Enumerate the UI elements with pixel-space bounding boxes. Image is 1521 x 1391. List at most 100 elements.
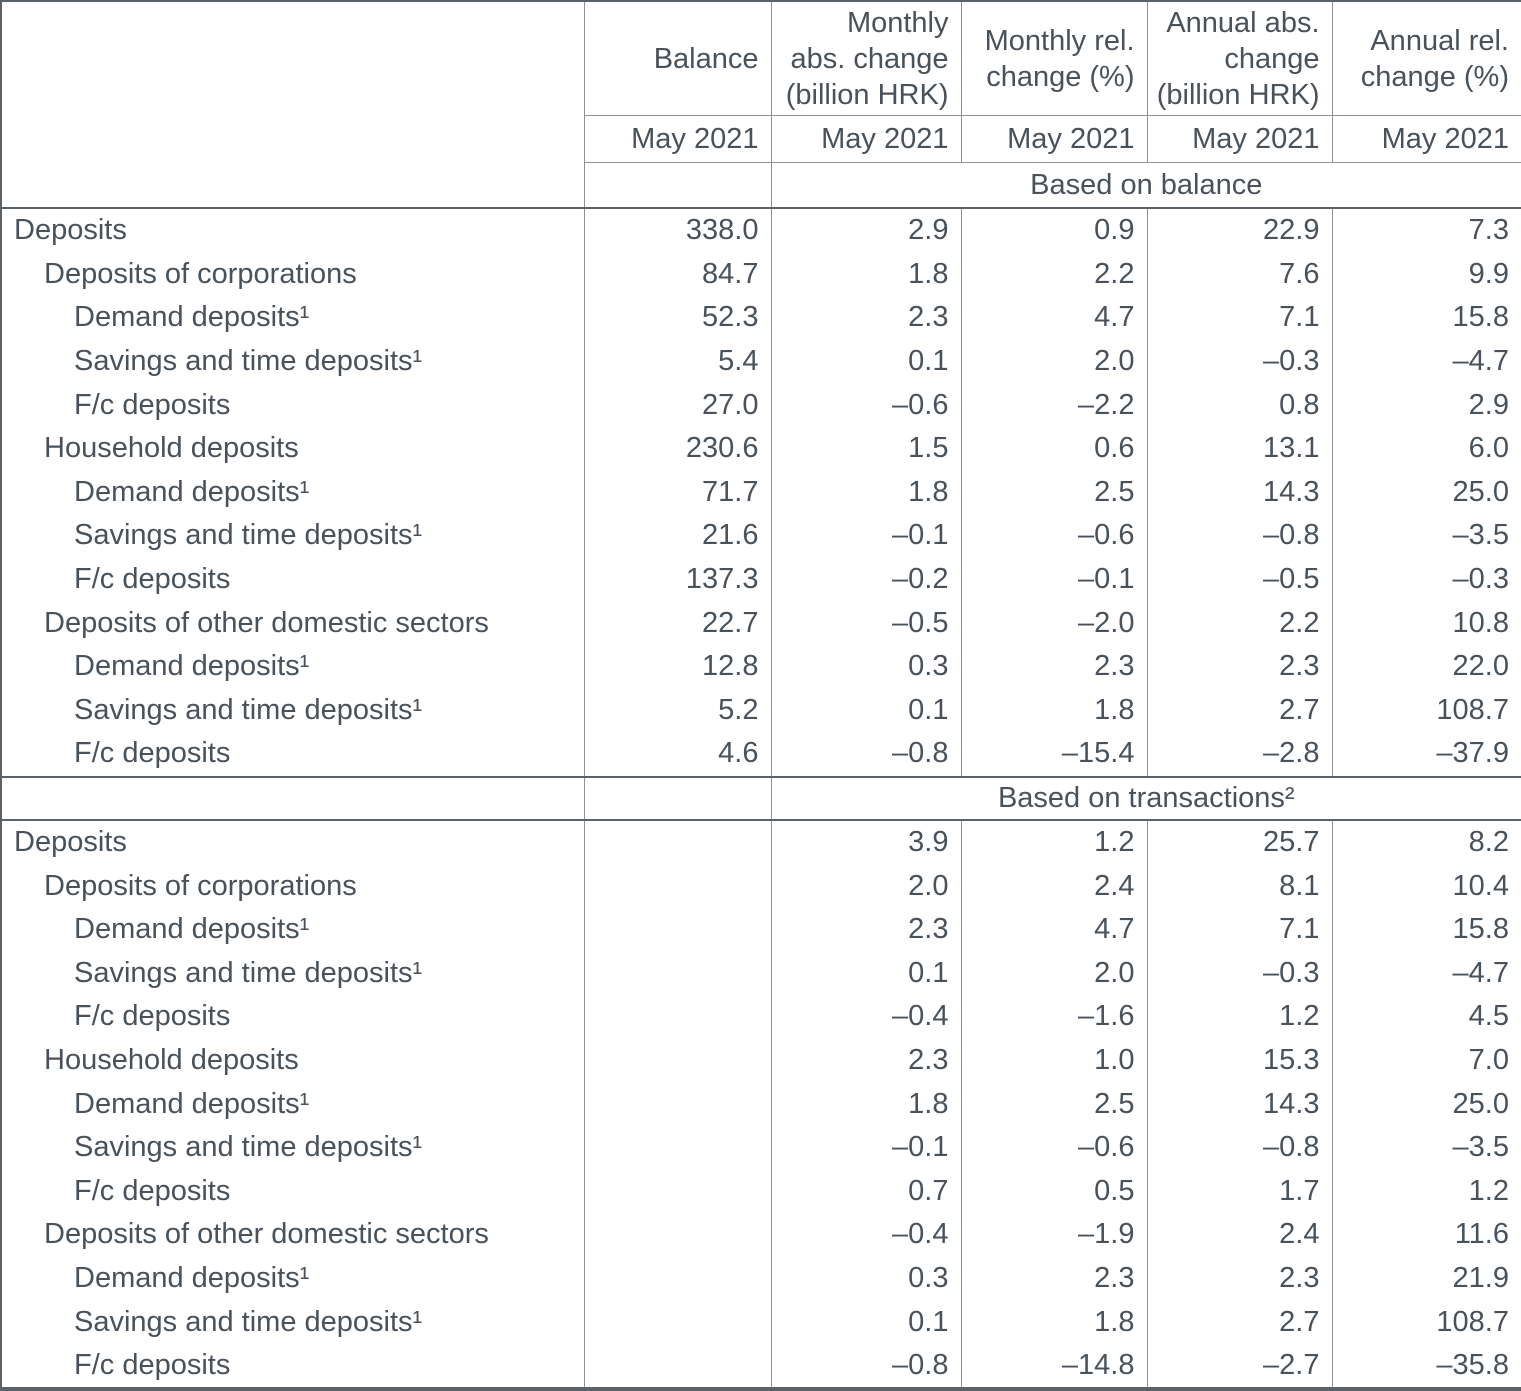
- cell-value: [583, 1300, 771, 1344]
- row-label: Savings and time deposits¹: [74, 345, 423, 378]
- cell-value: 0.1: [770, 1300, 961, 1344]
- row-label: Demand deposits¹: [74, 1087, 310, 1120]
- table-row: Savings and time deposits¹ 0.1 2.0 –0.3 –4.7: [1, 951, 1521, 996]
- row-label: Savings and time deposits¹: [74, 519, 423, 552]
- cell-value: 11.6: [1331, 1213, 1521, 1257]
- cell-value: 5.4: [583, 339, 771, 384]
- cell-value: 0.3: [770, 1256, 961, 1301]
- cell-value: 25.7: [1146, 819, 1332, 865]
- table-row: Demand deposits¹ 71.7 1.8 2.5 14.3 25.0: [1, 470, 1521, 515]
- table-row: Household deposits 230.6 1.5 0.6 13.1 6.0: [1, 426, 1521, 471]
- cell-value: –37.9: [1331, 732, 1521, 777]
- header-line: Balance: [653, 42, 759, 75]
- header-line: change: [1224, 42, 1320, 75]
- header-line: (billion HRK): [1156, 78, 1320, 111]
- cell-value: 27.0: [583, 383, 771, 427]
- cell-value: –1.9: [960, 1213, 1147, 1257]
- cell-value: 2.3: [770, 907, 961, 952]
- cell-value: [583, 1082, 771, 1126]
- cell-value: 1.8: [960, 688, 1147, 733]
- cell-value: 22.7: [583, 601, 771, 645]
- section-band-label: Based on transactions²: [770, 775, 1521, 821]
- cell-value: 1.8: [770, 470, 961, 515]
- cell-value: –0.6: [960, 1125, 1147, 1170]
- cell-value: –14.8: [960, 1343, 1147, 1390]
- cell-value: 2.2: [960, 252, 1147, 297]
- cell-value: –2.8: [1146, 732, 1332, 777]
- header-line: Annual rel.: [1370, 24, 1509, 57]
- cell-value: –0.4: [770, 995, 961, 1039]
- row-label: Savings and time deposits¹: [74, 1131, 423, 1164]
- table-row: Demand deposits¹ 2.3 4.7 7.1 15.8: [1, 907, 1521, 952]
- cell-value: 84.7: [583, 252, 771, 297]
- cell-value: –35.8: [1331, 1343, 1521, 1390]
- row-label: Savings and time deposits¹: [74, 1305, 423, 1338]
- cell-value: 1.8: [770, 1082, 961, 1126]
- column-header-balance: Balance: [583, 1, 771, 116]
- row-label: F/c deposits: [74, 1174, 231, 1207]
- cell-value: 2.3: [960, 1256, 1147, 1301]
- period-cell: May 2021: [583, 115, 771, 163]
- cell-value: 0.1: [770, 339, 961, 384]
- cell-value: 2.9: [770, 208, 961, 253]
- cell-value: 4.7: [960, 907, 1147, 952]
- table-row: F/c deposits 4.6 –0.8 –15.4 –2.8 –37.9: [1, 732, 1521, 777]
- row-label: Deposits of other domestic sectors: [44, 1218, 489, 1251]
- cell-value: 0.9: [960, 208, 1147, 253]
- cell-value: 2.3: [1146, 644, 1332, 689]
- table-row: Savings and time deposits¹ 5.4 0.1 2.0 –0.3–…: [1, 339, 1521, 384]
- cell-value: 2.7: [1146, 688, 1332, 733]
- row-label: Deposits of corporations: [44, 869, 357, 902]
- cell-value: 1.0: [960, 1038, 1147, 1083]
- cell-value: –3.5: [1331, 1125, 1521, 1170]
- cell-value: 0.6: [960, 426, 1147, 471]
- cell-value: 0.3: [770, 644, 961, 689]
- cell-value: –0.8: [1146, 1125, 1332, 1170]
- cell-value: 2.2: [1146, 601, 1332, 645]
- cell-value: [583, 1256, 771, 1301]
- table-row: Deposits of corporations 84.7 1.8 2.2 7.6 9.9: [1, 252, 1521, 297]
- cell-value: –0.8: [1146, 514, 1332, 558]
- table-row: Savings and time deposits¹ 0.1 1.8 2.7 108.7: [1, 1300, 1521, 1344]
- cell-value: 25.0: [1331, 1082, 1521, 1126]
- cell-value: 4.6: [583, 732, 771, 777]
- cell-value: –0.3: [1146, 951, 1332, 996]
- cell-value: 2.9: [1331, 383, 1521, 427]
- cell-value: –4.7: [1331, 339, 1521, 384]
- header-line: Annual abs.: [1166, 6, 1320, 39]
- column-header-monthly-abs-change: Monthly abs. change (billion HRK): [770, 1, 961, 116]
- row-label: Demand deposits¹: [74, 913, 310, 946]
- cell-value: [583, 1125, 771, 1170]
- cell-value: –0.5: [770, 601, 961, 645]
- header-line: abs. change: [790, 42, 949, 75]
- header-row-period: May 2021 May 2021 May 2021 May 2021 May …: [1, 115, 1521, 163]
- row-label: Deposits: [14, 826, 127, 859]
- cell-value: –0.6: [770, 383, 961, 427]
- cell-value: –15.4: [960, 732, 1147, 777]
- cell-value: –0.8: [770, 732, 961, 777]
- band-spacer-cell: [1, 775, 584, 821]
- cell-value: –0.5: [1146, 557, 1332, 602]
- cell-value: 13.1: [1146, 426, 1332, 471]
- table-row: F/c deposits –0.4 –1.6 1.2 4.5: [1, 995, 1521, 1039]
- table-row: F/c deposits 137.3 –0.2 –0.1 –0.5 –0.3: [1, 557, 1521, 602]
- cell-value: 1.2: [1331, 1169, 1521, 1214]
- cell-value: 2.3: [770, 296, 961, 340]
- cell-value: 7.1: [1146, 296, 1332, 340]
- cell-value: 8.1: [1146, 864, 1332, 908]
- cell-value: 0.1: [770, 951, 961, 996]
- table-row: Savings and time deposits¹ –0.1 –0.6 –0.8 –3…: [1, 1125, 1521, 1170]
- cell-value: 15.8: [1331, 907, 1521, 952]
- cell-value: 108.7: [1331, 688, 1521, 733]
- band-spacer-cell: [583, 775, 771, 821]
- row-label: Household deposits: [44, 432, 299, 465]
- cell-value: 52.3: [583, 296, 771, 340]
- band-spacer-cell: [583, 162, 771, 209]
- cell-value: 6.0: [1331, 426, 1521, 471]
- table-row: Demand deposits¹ 0.3 2.3 2.3 21.9: [1, 1256, 1521, 1301]
- row-label: Demand deposits¹: [74, 301, 310, 334]
- table-row: F/c deposits –0.8 –14.8 –2.7 –35.8: [1, 1343, 1521, 1390]
- section-band-row-transactions: Based on transactions²: [1, 775, 1521, 821]
- table-row: Demand deposits¹ 52.3 2.3 4.7 7.1 15.8: [1, 296, 1521, 340]
- table-row: Demand deposits¹ 1.8 2.5 14.3 25.0: [1, 1082, 1521, 1126]
